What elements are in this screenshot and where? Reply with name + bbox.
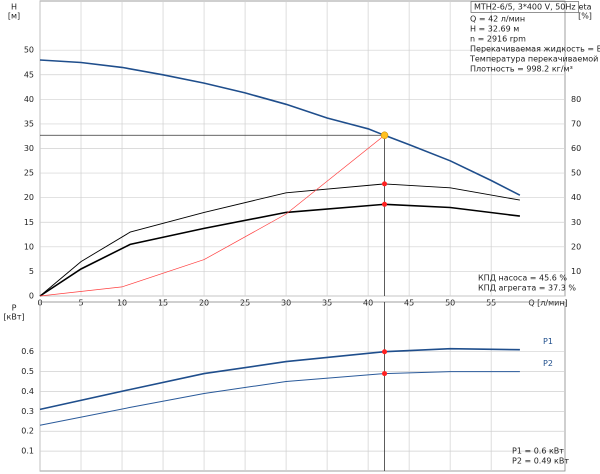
duty-point — [382, 349, 388, 355]
duty-point — [382, 181, 388, 187]
curve — [39, 371, 520, 426]
y-axis-label: [м] — [8, 12, 20, 21]
y-tick-label: 0 — [29, 292, 34, 301]
curve — [39, 59, 521, 196]
y2-tick-label: 10 — [571, 267, 581, 276]
y-tick-label: 0.1 — [21, 447, 34, 456]
y-tick-label: 5 — [29, 267, 34, 276]
annotation: H = 32.69 м — [470, 25, 519, 34]
y-tick-label: 45 — [24, 70, 34, 79]
y2-tick-label: 30 — [571, 218, 581, 227]
annotation: P1 = 0.6 кВт — [512, 447, 564, 456]
curve — [39, 183, 520, 297]
y-tick-label: 20 — [24, 193, 34, 202]
y-axis-label: H — [11, 3, 17, 12]
curve — [39, 135, 385, 297]
y-tick-label: 0.5 — [21, 367, 34, 376]
y-tick-label: 50 — [24, 46, 34, 55]
y-tick-label: 10 — [24, 242, 34, 251]
info-box — [470, 1, 579, 13]
legend-label: P2 — [543, 359, 553, 368]
y-tick-label: 35 — [24, 119, 34, 128]
y2-tick-label: 80 — [571, 95, 581, 104]
y-tick-label: 0.4 — [21, 387, 34, 396]
y-axis-label: P — [12, 304, 17, 313]
annotation: Перекачиваемая жидкость = Вода — [470, 45, 600, 54]
duty-point — [382, 371, 388, 377]
plot-frame — [39, 301, 566, 472]
y-tick-label: 0.6 — [21, 347, 34, 356]
y2-axis-label: eta — [579, 3, 592, 12]
annotation: n = 2916 rpm — [470, 35, 526, 44]
annotation: КПД агрегата = 37.3 % — [478, 284, 576, 293]
curve — [39, 347, 520, 411]
y2-tick-label: 70 — [571, 119, 581, 128]
annotation: P2 = 0.49 кВт — [512, 457, 569, 466]
duty-point — [380, 131, 389, 140]
y-tick-label: 15 — [24, 218, 34, 227]
y2-tick-label: 50 — [571, 169, 581, 178]
y-tick-label: 0.3 — [21, 407, 34, 416]
annotation: КПД насоса = 45.6 % — [478, 274, 567, 283]
y2-tick-label: 20 — [571, 242, 581, 251]
annotation: Плотность = 998.2 кг/м³ — [470, 65, 573, 74]
y-tick-label: 25 — [24, 169, 34, 178]
y2-tick-label: 40 — [571, 193, 581, 202]
x-axis-label: Q [л/мин] — [528, 299, 567, 308]
legend-label: P1 — [543, 337, 553, 346]
curve — [39, 203, 520, 297]
y-tick-label: 40 — [24, 95, 34, 104]
y2-axis-label: [%] — [578, 12, 592, 21]
annotation: Q = 42 л/мин — [470, 15, 525, 24]
duty-point — [382, 201, 388, 207]
y2-tick-label: 60 — [571, 144, 581, 153]
y-tick-label: 30 — [24, 144, 34, 153]
info-box-text: MTH2-6/5, 3*400 V, 50Hz — [474, 3, 576, 12]
y-axis-label: [кВт] — [3, 313, 24, 322]
y-tick-label: 0.2 — [21, 427, 34, 436]
annotation: Температура перекачиваемой жидкости = 20… — [469, 55, 600, 64]
